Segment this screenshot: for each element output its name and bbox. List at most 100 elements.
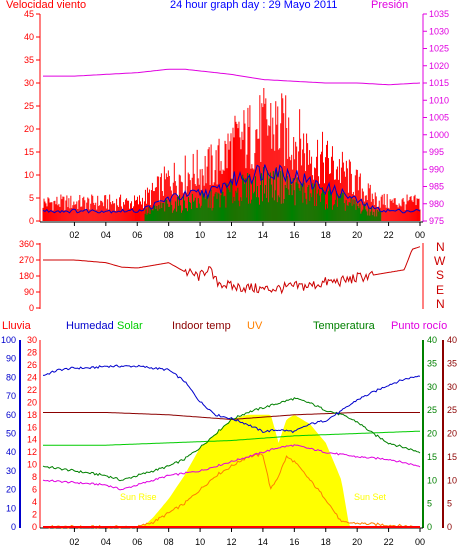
- dewpoint-line: [42, 444, 421, 491]
- wind-x-tick-label: 14: [258, 230, 268, 240]
- wind-x-tick-label: 16: [289, 230, 299, 240]
- wind-y-tick-label: 35: [24, 55, 34, 65]
- lower-x-tick-label: 10: [195, 537, 205, 547]
- humidity-tick-label: 0: [32, 522, 37, 532]
- lower-x-tick-label: 04: [101, 537, 111, 547]
- wind-x-tick-label: 00: [415, 230, 425, 240]
- temperature-tick-label: 0: [427, 522, 432, 532]
- wind-x-tick-label: 20: [352, 230, 362, 240]
- dewpoint-tick-label: 10: [447, 475, 457, 485]
- pressure-line: [43, 68, 421, 86]
- rain-tick-label: 0: [11, 522, 16, 532]
- uv-label: UV: [247, 320, 263, 332]
- rain-tick-label: 100: [1, 335, 16, 345]
- direction-y-tick-label: 360: [19, 239, 34, 249]
- wind-direction-line: [43, 246, 421, 295]
- humidity-tick-label: 4: [32, 497, 37, 507]
- dewpoint-tick-label: 5: [447, 499, 452, 509]
- temperature-tick-label: 15: [427, 452, 437, 462]
- humidity-tick-label: 24: [27, 372, 37, 382]
- pressure-y-tick-label: 1005: [429, 113, 449, 123]
- temperature-line: [42, 397, 421, 482]
- solar-radiation-area: [43, 414, 420, 527]
- lower-x-tick-label: 20: [352, 537, 362, 547]
- pressure-y-tick-label: 980: [429, 199, 444, 209]
- humidity-tick-label: 8: [32, 472, 37, 482]
- wind-direction-panel: 0 90 180 270 360: [19, 239, 424, 313]
- dewpoint-tick-label: 25: [447, 405, 457, 415]
- pressure-label: Presión: [371, 0, 409, 11]
- temperature-label: Temperatura: [313, 320, 375, 332]
- wind-x-tick-label: 08: [164, 230, 174, 240]
- humidity-tick-label: 14: [27, 435, 37, 445]
- temperature-tick-label: 5: [427, 499, 432, 509]
- humidity-tick-label: 2: [32, 510, 37, 520]
- wind-y-tick-label: 10: [24, 170, 34, 180]
- wind-x-tick-label: 06: [132, 230, 142, 240]
- humidity-tick-label: 28: [27, 347, 37, 357]
- humidity-tick-label: 10: [27, 460, 37, 470]
- dewpoint-tick-label: 0: [447, 522, 452, 532]
- wind-y-tick-label: 25: [24, 101, 34, 111]
- rain-tick-label: 90: [6, 354, 16, 364]
- temperature-tick-label: 10: [427, 475, 437, 485]
- humidity-tick-label: 22: [27, 385, 37, 395]
- compass-n2: N: [436, 297, 445, 311]
- pressure-y-tick-label: 985: [429, 182, 444, 192]
- lower-x-tick-label: 12: [226, 537, 236, 547]
- dewpoint-tick-label: 15: [447, 452, 457, 462]
- lower-x-tick-label: 06: [132, 537, 142, 547]
- pressure-y-tick-label: 1000: [429, 130, 449, 140]
- pressure-y-tick-label: 1035: [429, 9, 449, 19]
- pressure-y-tick-label: 975: [429, 216, 444, 226]
- solar-line: [43, 430, 420, 446]
- wind-speed-label: Velocidad viento: [6, 0, 87, 11]
- lower-x-tick-label: 16: [289, 537, 299, 547]
- humidity-tick-label: 18: [27, 410, 37, 420]
- rain-tick-label: 20: [6, 485, 16, 495]
- lower-x-tick-label: 02: [69, 537, 79, 547]
- temperature-tick-label: 30: [427, 382, 437, 392]
- wind-x-tick-label: 22: [384, 230, 394, 240]
- pressure-y-tick-label: 1030: [429, 26, 449, 36]
- compass-n: N: [436, 240, 445, 254]
- dewpoint-tick-label: 35: [447, 358, 457, 368]
- temperature-tick-label: 25: [427, 405, 437, 415]
- sunrise-label: Sun Rise: [120, 492, 157, 502]
- humidity-tick-label: 16: [27, 422, 37, 432]
- wind-y-tick-label: 15: [24, 147, 34, 157]
- humidity-tick-label: 20: [27, 397, 37, 407]
- indoor-temp-line: [43, 412, 420, 421]
- indoor-temp-label: Indoor temp: [172, 320, 231, 332]
- rain-tick-label: 70: [6, 391, 16, 401]
- solar-label: Solar: [117, 320, 143, 332]
- humidity-tick-label: 30: [27, 335, 37, 345]
- wind-y-tick-label: 45: [24, 9, 34, 19]
- wind-x-tick-label: 10: [195, 230, 205, 240]
- pressure-y-tick-label: 1010: [429, 95, 449, 105]
- chart-title: 24 hour graph day : 29 Mayo 2011: [170, 0, 338, 11]
- direction-y-tick-label: 180: [19, 271, 34, 281]
- wind-panel: 0510152025303540459759809859909951000100…: [24, 9, 449, 240]
- dewpoint-tick-label: 30: [447, 382, 457, 392]
- wind-y-tick-label: 5: [29, 193, 34, 203]
- pressure-y-tick-label: 995: [429, 147, 444, 157]
- rain-label: Lluvia: [2, 320, 31, 332]
- lower-x-tick-label: 00: [415, 537, 425, 547]
- wind-x-tick-label: 04: [101, 230, 111, 240]
- temperature-tick-label: 35: [427, 358, 437, 368]
- wind-x-tick-label: 12: [226, 230, 236, 240]
- wind-y-tick-label: 30: [24, 78, 34, 88]
- humidity-label: Humedad: [66, 320, 114, 332]
- rain-tick-label: 60: [6, 410, 16, 420]
- compass-s: S: [436, 268, 445, 282]
- humidity-tick-label: 12: [27, 447, 37, 457]
- sunset-label: Sun Set: [354, 492, 387, 502]
- compass-w: W: [434, 254, 446, 268]
- rain-tick-label: 30: [6, 466, 16, 476]
- temperature-tick-label: 20: [427, 429, 437, 439]
- lower-x-tick-label: 14: [258, 537, 268, 547]
- direction-y-tick-label: 270: [19, 255, 34, 265]
- wind-y-tick-label: 20: [24, 124, 34, 134]
